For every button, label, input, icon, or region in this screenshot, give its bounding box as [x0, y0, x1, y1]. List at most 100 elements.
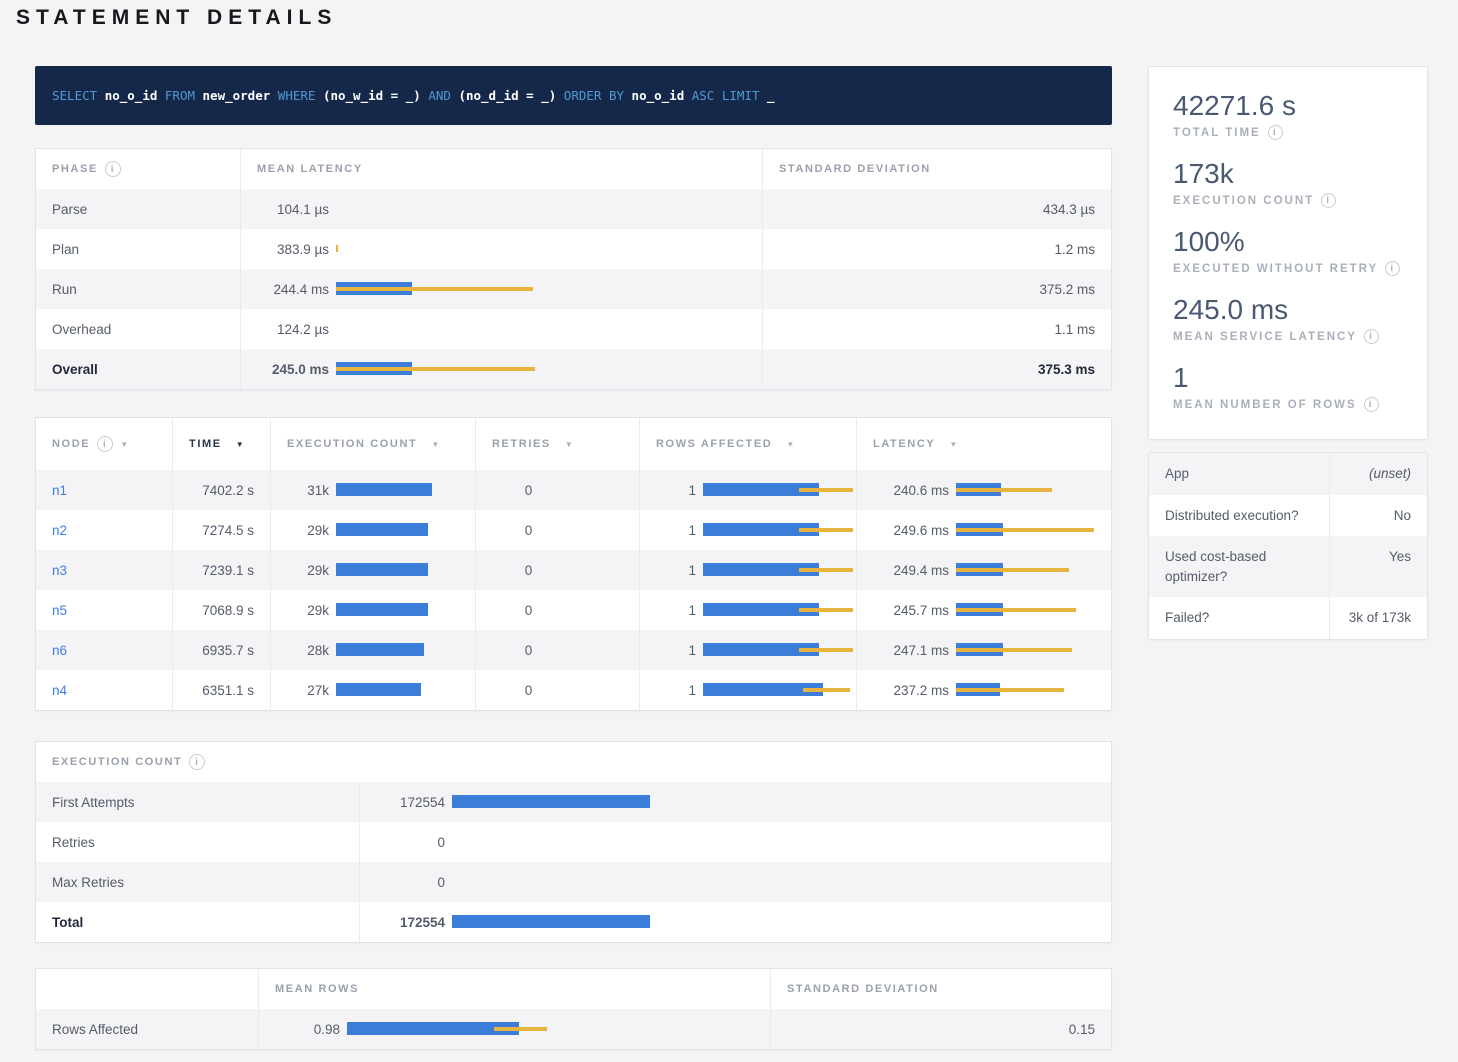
bar-stddev[interactable] — [956, 528, 1094, 532]
bar-mean[interactable] — [703, 603, 819, 616]
bar-stddev[interactable] — [799, 608, 853, 612]
bar-stddev[interactable] — [336, 287, 533, 291]
bar-mean[interactable] — [336, 643, 424, 656]
bar-stddev[interactable] — [956, 488, 1052, 492]
info-icon[interactable]: i — [1321, 193, 1337, 208]
bar-stddev[interactable] — [956, 568, 1069, 572]
bar-mean[interactable] — [336, 523, 428, 536]
execution-count-value: 31k — [307, 482, 329, 498]
bar-stddev[interactable] — [799, 648, 853, 652]
bar-mean[interactable] — [703, 683, 823, 696]
sql-keyword: SELECT — [52, 88, 105, 103]
bar-mean[interactable] — [336, 483, 432, 496]
column-header-retries[interactable]: RETRIES ▼ — [476, 418, 640, 470]
bar-stddev[interactable] — [956, 688, 1064, 692]
execution-count-cell: 31k — [271, 470, 476, 510]
rows-affected-value: 1 — [688, 602, 696, 618]
info-icon[interactable]: i — [104, 161, 121, 177]
node-link[interactable]: n6 — [52, 642, 68, 658]
retries-value: 0 — [476, 670, 640, 710]
attribute-row: App (unset) — [1149, 453, 1427, 495]
stat-label: TOTAL TIME i — [1173, 125, 1403, 140]
rows-affected-bar[interactable] — [703, 603, 855, 617]
column-header-label: EXECUTION COUNT — [52, 756, 183, 768]
latency-value: 247.1 ms — [893, 642, 949, 658]
attempt-type-label: Retries — [36, 822, 360, 862]
bar-mean[interactable] — [452, 795, 650, 808]
table-row: Retries 0 — [36, 822, 1111, 862]
bar-mean[interactable] — [703, 523, 819, 536]
latency-value: 249.4 ms — [893, 562, 949, 578]
page-title: STATEMENT DETAILS — [16, 6, 338, 29]
node-link[interactable]: n2 — [52, 522, 68, 538]
info-icon[interactable]: i — [189, 754, 206, 770]
rows-affected-bar[interactable] — [703, 483, 855, 497]
bar-mean[interactable] — [336, 603, 428, 616]
column-header-execution-count[interactable]: EXECUTION COUNT ▼ — [271, 418, 476, 470]
bar-stddev[interactable] — [336, 245, 338, 252]
node-link[interactable]: n3 — [52, 562, 68, 578]
rows-affected-bar[interactable] — [703, 683, 855, 697]
bar-mean[interactable] — [347, 1022, 519, 1035]
bar-mean[interactable] — [452, 915, 650, 928]
rows-affected-bar[interactable] — [703, 563, 855, 577]
info-icon[interactable]: i — [97, 436, 114, 452]
sort-arrow-icon[interactable]: ▼ — [949, 439, 959, 449]
table-row: n5 7068.9 s 29k 0 1 245.7 ms — [36, 590, 1111, 630]
bar-stddev[interactable] — [799, 488, 853, 492]
node-link[interactable]: n1 — [52, 482, 68, 498]
attempt-count-cell: 172554 — [360, 782, 1111, 822]
stat-label: MEAN NUMBER OF ROWS i — [1173, 397, 1403, 412]
bar-mean[interactable] — [336, 563, 428, 576]
attribute-label: Failed? — [1149, 597, 1330, 639]
attempt-type-label: First Attempts — [36, 782, 360, 822]
sort-arrow-icon[interactable]: ▼ — [120, 439, 130, 449]
retries-value: 0 — [476, 590, 640, 630]
sort-arrow-icon[interactable]: ▼ — [431, 439, 441, 449]
stat-value: 100% — [1173, 226, 1245, 257]
bar-stddev[interactable] — [956, 648, 1072, 652]
stat-label-text: EXECUTION COUNT — [1173, 194, 1315, 207]
stddev-value: 1.2 ms — [1054, 241, 1095, 257]
column-header-node[interactable]: NODE i ▼ — [36, 418, 173, 470]
bar-stddev[interactable] — [799, 528, 853, 532]
info-icon[interactable]: i — [1385, 261, 1401, 276]
column-header-blank — [36, 969, 259, 1009]
table-row: First Attempts 172554 — [36, 782, 1111, 822]
rows-affected-bar[interactable] — [703, 523, 855, 537]
node-cell: n5 — [36, 590, 173, 630]
section-header-execution-count: EXECUTION COUNT i — [36, 742, 1111, 782]
info-icon[interactable]: i — [1267, 125, 1283, 140]
rows-affected-value: 1 — [688, 482, 696, 498]
bar-stddev[interactable] — [956, 608, 1076, 612]
summary-stat: 173k EXECUTION COUNT i — [1173, 157, 1403, 208]
execution-count-value: 29k — [307, 522, 329, 538]
column-header-latency[interactable]: LATENCY ▼ — [857, 418, 1111, 470]
bar-mean[interactable] — [336, 683, 421, 696]
sort-arrow-icon[interactable]: ▼ — [564, 439, 575, 449]
bar-mean[interactable] — [703, 483, 819, 496]
bar-stddev[interactable] — [336, 367, 535, 371]
node-link[interactable]: n5 — [52, 602, 68, 618]
bar-stddev[interactable] — [803, 688, 850, 692]
column-header-time[interactable]: TIME ▼ — [173, 418, 271, 470]
bar-stddev[interactable] — [799, 568, 853, 572]
column-header-mean-latency: MEAN LATENCY — [241, 149, 763, 189]
sort-arrow-icon[interactable]: ▼ — [786, 439, 796, 449]
column-header-rows-affected[interactable]: ROWS AFFECTED ▼ — [640, 418, 857, 470]
info-icon[interactable]: i — [1363, 397, 1379, 412]
column-header-phase: PHASE i — [36, 149, 241, 189]
column-header-standard-deviation: STANDARD DEVIATION — [763, 149, 1111, 189]
rows-affected-bar[interactable] — [703, 643, 855, 657]
stat-label-text: MEAN SERVICE LATENCY — [1173, 330, 1357, 343]
info-icon[interactable]: i — [1363, 329, 1379, 344]
sort-arrow-icon[interactable]: ▼ — [235, 439, 246, 449]
bar-stddev[interactable] — [494, 1027, 547, 1031]
mean-latency-value: 245.0 ms — [271, 361, 329, 377]
bar-mean[interactable] — [703, 643, 819, 656]
node-link[interactable]: n4 — [52, 682, 68, 698]
latency-cell: 247.1 ms — [857, 630, 1111, 670]
bar-mean[interactable] — [703, 563, 819, 576]
sql-identifier: no_o_id — [631, 88, 685, 103]
